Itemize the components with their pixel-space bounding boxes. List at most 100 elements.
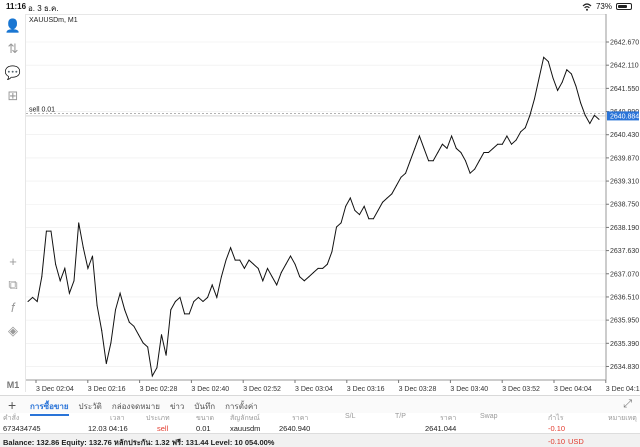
expand-icon[interactable]: ⤢ [623, 398, 632, 410]
price-point [59, 280, 61, 282]
price-point [156, 367, 158, 369]
status-date: อ. 3 ธ.ค. [28, 4, 59, 13]
terminal-tabs: การซื้อขาย ประวัติ กล่องจดหมาย ข่าว บันทึก กา… [30, 400, 258, 416]
time-tick-label: 3 Dec 02:40 [191, 386, 229, 393]
tab-3[interactable]: ข่าว [169, 402, 185, 411]
price-point [478, 160, 480, 162]
column-header[interactable]: T/P [395, 413, 406, 420]
price-point [515, 139, 517, 141]
time-tick-label: 3 Dec 03:52 [502, 386, 540, 393]
terminal-tabbar: + การซื้อขาย ประวัติ กล่องจดหมาย ข่าว บันทึก… [0, 395, 640, 416]
price-point [45, 230, 47, 232]
tab-2[interactable]: กล่องจดหมาย [111, 402, 160, 411]
price-point [239, 259, 241, 261]
balance-bar: Balance: 132.86 Equity: 132.76 หลักประกั… [0, 433, 640, 447]
price-point [138, 334, 139, 336]
price-point [133, 325, 135, 327]
chart-type-icon[interactable]: ⧉ [8, 277, 18, 292]
price-point [225, 259, 227, 261]
price-tick-label: 2635.950 [610, 318, 639, 325]
price-chart-svg[interactable]: XAUUSDm, M1 2642.670 2642.110 2641.550 2640… [26, 14, 640, 395]
tab-4[interactable]: บันทึก [194, 402, 216, 411]
timeframe-button[interactable]: M1 [6, 380, 20, 390]
price-point [460, 152, 462, 153]
new-order-icon[interactable]: ⊞ [7, 88, 19, 103]
price-point [50, 230, 52, 232]
price-point [446, 147, 448, 149]
price-point [313, 272, 314, 273]
tab-0[interactable]: การซื้อขาย [30, 400, 69, 416]
price-point [124, 309, 126, 311]
price-tick-label: 2637.070 [610, 271, 639, 278]
column-header[interactable]: เวลา [110, 415, 125, 422]
price-point [322, 267, 324, 269]
price-point [423, 147, 425, 149]
price-point [437, 152, 439, 153]
add-icon[interactable]: + [8, 397, 17, 413]
order-symbol: xauusdm [230, 424, 261, 433]
price-point [589, 123, 591, 124]
column-header[interactable]: ประเภท [146, 415, 170, 422]
price-point [465, 160, 466, 162]
price-point [262, 280, 264, 282]
column-header[interactable]: ขนาด [196, 415, 215, 422]
column-header[interactable]: หมายเหตุ [608, 415, 637, 422]
price-point [36, 301, 38, 302]
price-point [598, 118, 600, 120]
price-point [418, 135, 420, 137]
column-header[interactable]: กำไร [548, 415, 564, 422]
price-point [253, 263, 255, 265]
price-point [395, 185, 397, 187]
price-point [234, 259, 236, 261]
wifi-icon [582, 2, 592, 11]
price-point [184, 313, 186, 315]
price-point [299, 276, 301, 278]
price-point [524, 127, 526, 129]
price-point [492, 147, 494, 149]
column-header[interactable]: ราคา [292, 415, 309, 422]
price-point [193, 301, 195, 302]
price-point [382, 201, 384, 203]
price-point [220, 276, 222, 278]
price-point [207, 296, 209, 298]
objects-icon[interactable]: ◈ [8, 323, 18, 338]
chat-icon[interactable]: 💬 [4, 65, 22, 80]
tab-5[interactable]: การตั้งค่า [225, 402, 258, 411]
crosshair-icon[interactable]: + [9, 253, 17, 269]
battery-percent: 73% [595, 2, 612, 11]
currency-label: USD [568, 437, 584, 446]
account-icon[interactable]: 👤 [4, 18, 22, 33]
price-point [441, 143, 443, 145]
price-point [529, 114, 531, 116]
price-tick-label: 2641.550 [610, 86, 639, 93]
price-point [326, 263, 328, 265]
price-point [363, 205, 365, 207]
column-header[interactable]: สัญลักษณ์ [230, 415, 260, 422]
price-point [428, 160, 430, 162]
column-header[interactable]: ราคา [440, 415, 457, 422]
tab-1[interactable]: ประวัติ [78, 402, 102, 411]
column-header[interactable]: คำสั่ง [3, 415, 20, 422]
indicators-icon[interactable]: 𝑓 [10, 300, 16, 315]
price-point [179, 296, 181, 298]
price-point [73, 280, 75, 282]
price-point [105, 363, 107, 365]
price-chart[interactable]: XAUUSDm, M1 2642.670 2642.110 2641.550 2640… [26, 14, 640, 395]
table-row[interactable]: 673434745 12.03 04:16 sell 0.01 xauusdm … [0, 424, 640, 436]
price-point [78, 222, 80, 224]
column-header[interactable]: Swap [480, 413, 498, 420]
price-point [405, 172, 407, 174]
price-point [584, 114, 586, 116]
price-point [280, 272, 282, 273]
column-header[interactable]: S/L [345, 413, 356, 420]
status-bar: 11:16 อ. 3 ธ.ค. 73% [0, 0, 640, 14]
price-point [202, 301, 204, 302]
price-point [41, 276, 43, 278]
time-tick-label: 3 Dec 02:52 [243, 386, 281, 393]
trade-icon[interactable]: ⇅ [7, 41, 19, 56]
price-point [248, 259, 250, 261]
left-toolbar: M1 👤 ⇅ 💬 ⊞ + ⧉ 𝑓 ◈ [0, 14, 26, 392]
price-point [580, 102, 582, 104]
price-point [115, 309, 116, 311]
price-tick-label: 2635.390 [610, 341, 639, 348]
